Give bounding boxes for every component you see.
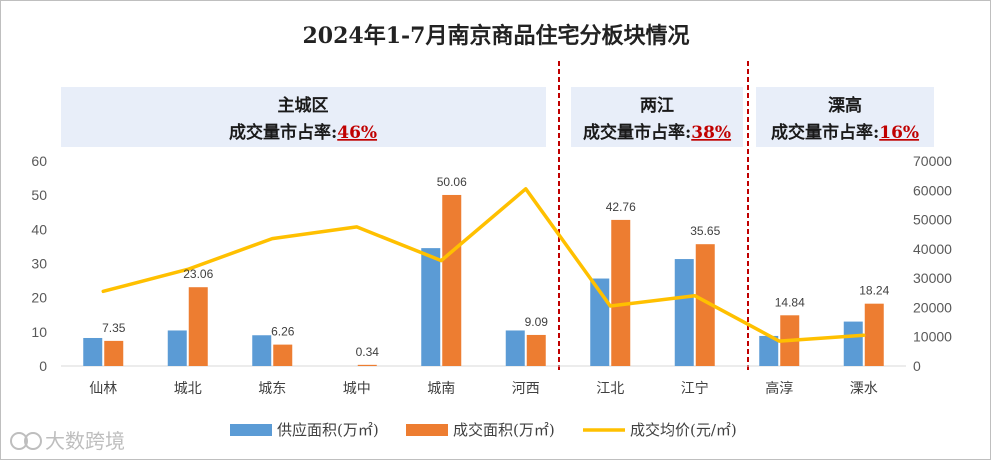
region-name-two-rivers: 两江: [640, 96, 674, 116]
region-name-main-city: 主城区: [278, 95, 329, 116]
legend-label-supply: 供应面积(万㎡): [277, 421, 379, 439]
region-box-ligao: [756, 87, 934, 147]
y-right-tick-label: 10000: [913, 329, 952, 345]
watermark: 大数跨境: [10, 429, 125, 453]
data-label-deal: 6.26: [271, 325, 295, 339]
bar-deal: [611, 219, 631, 366]
label-layer: 7.35 23.06 6.26 0.34 50.06 9.09 42.76 35.65 14.8…: [102, 175, 890, 359]
data-label-deal: 9.09: [525, 315, 549, 329]
bar-deal: [695, 244, 715, 366]
bar-supply: [674, 259, 694, 366]
data-label-deal: 35.65: [690, 224, 720, 238]
x-tick-label: 城南: [427, 381, 455, 397]
y-right-tick-label: 20000: [913, 299, 952, 315]
legend-label-deal: 成交面积(万㎡): [453, 421, 555, 439]
x-tick-label: 城东: [258, 381, 286, 397]
y-right-tick-label: 30000: [913, 270, 952, 286]
x-tick-label: 江宁: [681, 380, 709, 397]
data-label-deal: 0.34: [356, 345, 380, 359]
x-tick-label: 江北: [596, 381, 624, 397]
region-share-value-ligao: 16%: [879, 123, 919, 143]
data-label-deal: 7.35: [102, 321, 126, 335]
data-label-deal: 50.06: [437, 175, 467, 189]
bar-supply: [83, 337, 103, 366]
region-share-value-two-rivers: 38%: [691, 123, 731, 143]
legend-label-price: 成交均价(元/㎡): [630, 421, 737, 439]
region-share-value-main-city: 46%: [337, 123, 377, 143]
legend: 供应面积(万㎡) 成交面积(万㎡) 成交均价(元/㎡): [230, 421, 737, 439]
y-right-tick-label: 50000: [913, 212, 952, 228]
y-right-tick-label: 60000: [913, 182, 952, 198]
legend-swatch-supply: [230, 424, 272, 436]
y-left-tick-label: 0: [39, 358, 47, 374]
watermark-logo-icon-2: [24, 432, 42, 450]
x-tick-label: 城北: [174, 381, 202, 397]
bar-deal: [273, 344, 293, 366]
watermark-logo-icon: [10, 432, 28, 450]
x-tick-label: 河西: [512, 381, 540, 397]
data-label-deal: 42.76: [606, 200, 636, 214]
bar-layer: [83, 194, 884, 366]
bar-supply: [843, 321, 863, 366]
x-tick-label: 高淳: [765, 380, 793, 397]
bar-deal: [526, 334, 546, 366]
region-box-main-city: [61, 87, 546, 147]
line-price: [101, 187, 866, 343]
y-right-tick-label: 70000: [913, 153, 952, 169]
data-label-deal: 14.84: [775, 295, 805, 309]
region-name-ligao: 溧高: [828, 95, 862, 116]
region-share-main-city: 成交量市占率:46%: [229, 122, 377, 143]
bar-supply: [167, 330, 187, 366]
y-right-tick-label: 0: [913, 358, 921, 374]
bar-deal: [104, 340, 124, 366]
region-share-ligao: 成交量市占率:16%: [771, 122, 919, 143]
bar-deal: [357, 364, 377, 366]
bar-supply: [421, 248, 441, 366]
x-tick-label: 城中: [343, 381, 371, 397]
y-left-tick-label: 50: [31, 187, 47, 203]
bar-deal: [442, 194, 462, 366]
y-left-tick-label: 30: [31, 256, 47, 272]
watermark-text: 大数跨境: [45, 429, 125, 453]
bar-supply: [505, 330, 525, 366]
y-left-tick-label: 10: [31, 324, 47, 340]
region-share-two-rivers: 成交量市占率:38%: [583, 122, 731, 143]
bar-supply: [252, 335, 272, 366]
line-layer: [101, 187, 866, 343]
region-box-two-rivers: [571, 87, 743, 147]
x-tick-label: 溧水: [850, 381, 878, 397]
y-right-tick-label: 40000: [913, 241, 952, 257]
bar-deal: [864, 303, 884, 366]
chart-title: 2024年1-7月南京商品住宅分板块情况: [303, 23, 690, 49]
bar-supply: [759, 335, 779, 366]
bar-deal: [188, 287, 208, 366]
y-left-tick-label: 60: [31, 153, 47, 169]
y-left-tick-label: 20: [31, 290, 47, 306]
data-label-deal: 23.06: [183, 267, 213, 281]
legend-swatch-deal: [406, 424, 448, 436]
x-tick-label: 仙林: [89, 381, 117, 397]
y-left-tick-label: 40: [31, 221, 47, 237]
data-label-deal: 18.24: [859, 284, 889, 298]
